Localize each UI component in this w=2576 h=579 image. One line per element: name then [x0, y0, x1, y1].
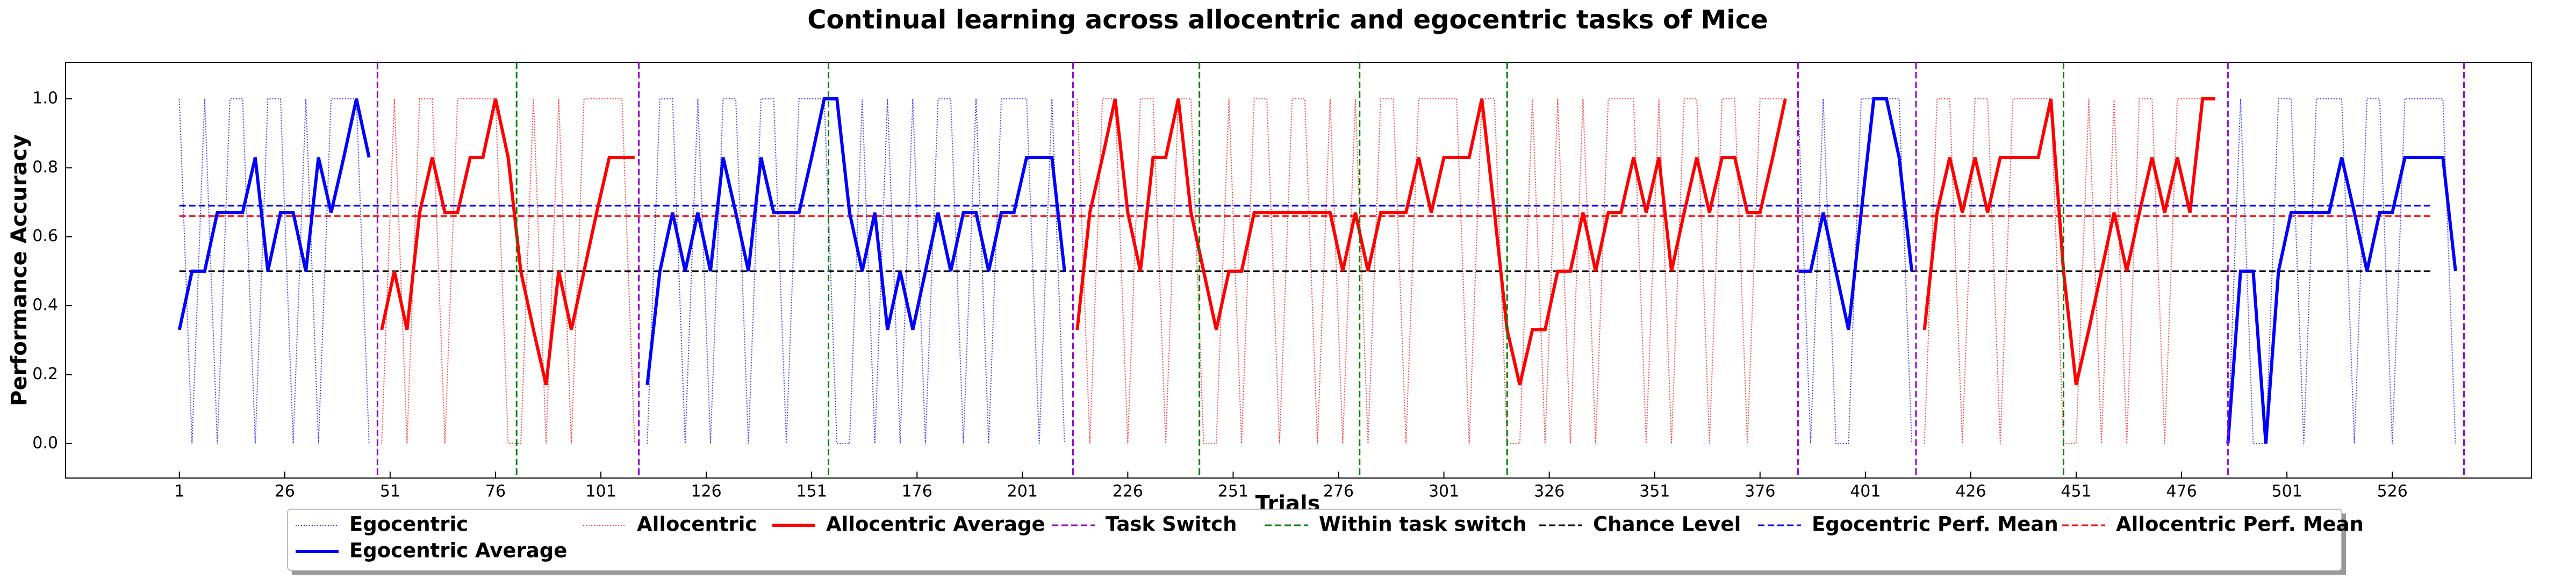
x-tick-label: 276: [1323, 482, 1354, 501]
plot-area: [177, 62, 2465, 478]
legend-label: Task Switch: [1106, 513, 1237, 536]
legend-label: Allocentric: [637, 513, 757, 536]
x-tick-label: 451: [2061, 482, 2091, 501]
y-axis-label: Performance Accuracy: [7, 134, 32, 406]
y-tick-label: 1.0: [32, 89, 58, 108]
legend-label: Egocentric Perf. Mean: [1812, 513, 2058, 536]
plot-frame: [65, 62, 2532, 479]
x-tick-label: 376: [1745, 482, 1775, 501]
average-line: [380, 97, 2215, 386]
legend-label: Egocentric: [349, 513, 468, 536]
x-tick-label: 401: [1850, 482, 1881, 501]
x-tick-label: 251: [1218, 482, 1248, 501]
x-tick-label: 426: [1955, 482, 1986, 501]
average-line: [177, 97, 2457, 444]
x-tick-label: 226: [1113, 482, 1143, 501]
x-tick-label: 1: [174, 482, 184, 501]
legend-label: Chance Level: [1593, 513, 1741, 536]
y-tick-label: 0.2: [32, 365, 58, 383]
x-tick-label: 351: [1639, 482, 1670, 501]
y-tick-label: 0.0: [32, 433, 58, 452]
legend-label: Egocentric Average: [349, 539, 567, 562]
y-tick-label: 0.4: [32, 296, 58, 315]
y-tick-label: 0.8: [32, 158, 58, 177]
x-tick-label: 476: [2166, 482, 2197, 501]
x-tick-label: 76: [485, 482, 506, 501]
legend-label: Allocentric Perf. Mean: [2116, 513, 2364, 536]
y-tick-label: 0.6: [32, 227, 58, 245]
x-tick-label: 201: [1007, 482, 1038, 501]
x-tick-label: 301: [1429, 482, 1459, 501]
legend: Egocentric Egocentric Average Allocentric A…: [287, 509, 2364, 575]
x-tick-label: 501: [2271, 482, 2302, 501]
x-tick-label: 26: [275, 482, 295, 501]
x-tick-label: 176: [902, 482, 932, 501]
x-tick-label: 326: [1534, 482, 1565, 501]
x-tick-label: 126: [691, 482, 721, 501]
x-tick-label: 151: [797, 482, 827, 501]
x-tick-label: 101: [585, 482, 616, 501]
x-tick-label: 51: [380, 482, 400, 501]
chart-title: Continual learning across allocentric an…: [807, 5, 1768, 35]
legend-label: Allocentric Average: [826, 513, 1045, 536]
legend-label: Within task switch: [1319, 513, 1526, 536]
x-tick-label: 526: [2377, 482, 2408, 501]
